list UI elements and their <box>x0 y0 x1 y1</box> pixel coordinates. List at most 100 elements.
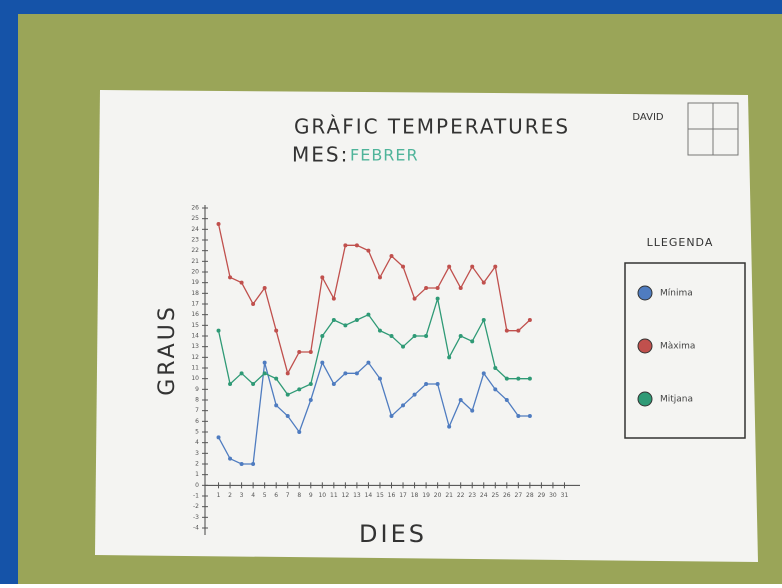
point <box>390 334 394 338</box>
point <box>343 371 347 375</box>
point <box>436 297 440 301</box>
point <box>470 339 474 343</box>
author: DAVID <box>632 112 664 123</box>
y-tick-label: -2 <box>193 503 199 510</box>
point <box>366 361 370 365</box>
y-tick-label: 0 <box>195 482 199 489</box>
point <box>459 286 463 290</box>
point <box>366 313 370 317</box>
y-tick-label: 20 <box>191 269 199 276</box>
x-tick-label: 18 <box>411 492 419 499</box>
y-tick-label: 3 <box>195 450 199 457</box>
y-tick-label: 16 <box>191 311 199 318</box>
point <box>320 334 324 338</box>
point <box>297 430 301 434</box>
y-tick-label: 13 <box>191 343 199 350</box>
x-tick-label: 30 <box>549 492 557 499</box>
point <box>297 387 301 391</box>
y-tick-label: 5 <box>195 429 199 436</box>
point <box>320 275 324 279</box>
legend-title: LLEGENDA <box>647 236 714 249</box>
y-tick-label: 25 <box>191 215 199 222</box>
point <box>470 409 474 413</box>
x-tick-label: 13 <box>353 492 361 499</box>
point <box>516 414 520 418</box>
point <box>505 377 509 381</box>
point <box>251 382 255 386</box>
y-tick-label: 10 <box>191 375 199 382</box>
point <box>482 318 486 322</box>
point <box>228 382 232 386</box>
y-tick-label: 7 <box>195 407 199 414</box>
x-tick-label: 16 <box>388 492 396 499</box>
y-tick-label: 1 <box>195 471 199 478</box>
point <box>378 329 382 333</box>
point <box>343 243 347 247</box>
y-tick-label: 2 <box>195 461 199 468</box>
point <box>240 371 244 375</box>
point <box>297 350 301 354</box>
point <box>309 382 313 386</box>
point <box>378 377 382 381</box>
y-tick-label: 15 <box>191 322 199 329</box>
x-tick-label: 31 <box>561 492 569 499</box>
point <box>459 334 463 338</box>
chart-title: GRÀFIC TEMPERATURES <box>294 115 570 139</box>
point <box>493 366 497 370</box>
point <box>286 371 290 375</box>
point <box>493 387 497 391</box>
point <box>332 318 336 322</box>
point <box>436 286 440 290</box>
y-tick-label: -3 <box>193 514 199 521</box>
x-tick-label: 2 <box>228 492 232 499</box>
x-tick-label: 12 <box>342 492 350 499</box>
x-tick-label: 7 <box>286 492 290 499</box>
point <box>274 377 278 381</box>
y-tick-label: 22 <box>191 247 199 254</box>
point <box>309 398 313 402</box>
point <box>378 275 382 279</box>
point <box>528 318 532 322</box>
point <box>413 393 417 397</box>
x-tick-label: 23 <box>468 492 476 499</box>
point <box>459 398 463 402</box>
x-tick-label: 21 <box>445 492 453 499</box>
y-tick-label: 6 <box>195 418 199 425</box>
y-tick-label: 8 <box>195 397 199 404</box>
point <box>274 329 278 333</box>
legend-swatch <box>638 339 652 353</box>
point <box>447 355 451 359</box>
point <box>355 243 359 247</box>
y-tick-label: 9 <box>195 386 199 393</box>
x-tick-label: 14 <box>365 492 373 499</box>
point <box>528 414 532 418</box>
x-tick-label: 8 <box>297 492 301 499</box>
x-tick-label: 20 <box>434 492 442 499</box>
y-tick-label: 24 <box>191 226 199 233</box>
point <box>436 382 440 386</box>
point <box>390 254 394 258</box>
point <box>528 377 532 381</box>
point <box>217 329 221 333</box>
x-tick-label: 6 <box>274 492 278 499</box>
x-tick-label: 29 <box>538 492 546 499</box>
x-tick-label: 25 <box>491 492 499 499</box>
point <box>251 302 255 306</box>
point <box>263 361 267 365</box>
y-tick-label: 12 <box>191 354 199 361</box>
y-tick-label: 14 <box>191 333 199 340</box>
point <box>228 275 232 279</box>
x-tick-label: 4 <box>251 492 255 499</box>
point <box>470 265 474 269</box>
x-tick-label: 3 <box>240 492 244 499</box>
x-tick-label: 26 <box>503 492 511 499</box>
point <box>516 329 520 333</box>
chart: GRÀFIC TEMPERATURES MES: FEBRER DAVID LL… <box>0 0 782 584</box>
legend-swatch <box>638 392 652 406</box>
x-tick-label: 28 <box>526 492 534 499</box>
x-tick-label: 9 <box>309 492 313 499</box>
point <box>228 457 232 461</box>
chart-subtitle: MES: <box>292 143 349 167</box>
x-tick-label: 24 <box>480 492 488 499</box>
x-tick-label: 17 <box>399 492 407 499</box>
